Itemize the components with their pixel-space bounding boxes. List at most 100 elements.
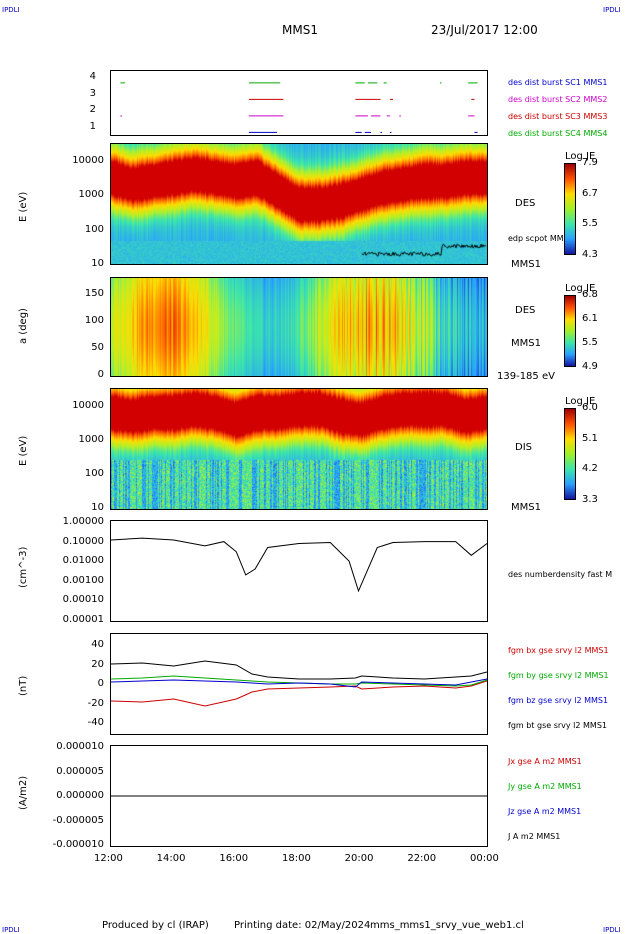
dis-energy-spectrogram bbox=[111, 389, 487, 509]
burst-panel bbox=[110, 70, 488, 136]
density-ytick: 0.00001 bbox=[62, 614, 104, 625]
current-ytick: 0.000005 bbox=[56, 765, 104, 777]
des-energy-colorbar bbox=[564, 163, 576, 255]
des_pitch-cbar-tick: 6.1 bbox=[582, 313, 598, 324]
density-ytick: 1.00000 bbox=[62, 516, 104, 527]
density-ytick: 0.00100 bbox=[62, 574, 104, 586]
fgm-ytick: 20 bbox=[91, 658, 104, 670]
density-ytick: 0.01000 bbox=[62, 555, 104, 567]
des_pitch-cbar-tick: 4.9 bbox=[582, 361, 598, 372]
des_energy-ytick: 10 bbox=[91, 258, 104, 269]
fgm-panel bbox=[110, 633, 488, 735]
burst-ytick: 3 bbox=[89, 87, 96, 99]
density-plot bbox=[111, 537, 487, 593]
current-ytick: 0.000000 bbox=[56, 790, 104, 801]
series-line-0 bbox=[111, 680, 487, 707]
dis_energy-ytick: 100 bbox=[84, 468, 104, 479]
dis-energy-panel bbox=[110, 388, 488, 510]
current-legend: Jx gse A m2 MMS1 Jy gse A m2 MMS1 Jz gse… bbox=[508, 757, 582, 857]
burst-ytick: 4 bbox=[89, 71, 96, 82]
des-pitch-ylabel: a (deg) bbox=[18, 308, 29, 344]
series-line-3 bbox=[111, 660, 487, 680]
des_pitch-ytick: 50 bbox=[91, 342, 104, 353]
dis_energy-ytick: 10000 bbox=[72, 400, 104, 411]
fgm-legend-by: fgm by gse srvy l2 MMS1 bbox=[508, 671, 609, 680]
des-energy-panel bbox=[110, 143, 488, 265]
fgm-legend-bz: fgm bz gse srvy l2 MMS1 bbox=[508, 696, 609, 705]
des-energy-scpot-label: edp scpot MMS1 bbox=[508, 234, 574, 243]
des-pitch-spectrogram bbox=[111, 278, 487, 376]
des-pitch-label: DES bbox=[515, 305, 536, 316]
fgm-legend: fgm bx gse srvy l2 MMS1 fgm by gse srvy … bbox=[508, 646, 609, 746]
series-line-0 bbox=[111, 537, 487, 593]
time-tick: 18:00 bbox=[282, 853, 311, 864]
des-pitch-panel bbox=[110, 277, 488, 377]
current-legend-jz: Jz gse A m2 MMS1 bbox=[508, 807, 582, 816]
time-tick: 20:00 bbox=[344, 853, 374, 864]
corner-label-top-right: IPDLI bbox=[603, 6, 621, 14]
des_energy-cbar-tick: 7.9 bbox=[582, 157, 598, 168]
des_energy-ytick: 1000 bbox=[78, 189, 104, 201]
time-tick: 00:00 bbox=[470, 853, 499, 864]
fgm-ytick: 40 bbox=[91, 639, 104, 650]
dis-energy-label: DIS bbox=[515, 442, 532, 453]
des_pitch-cbar-tick: 6.8 bbox=[582, 289, 598, 300]
des_pitch-ytick: 100 bbox=[84, 315, 104, 326]
des_energy-cbar-tick: 6.7 bbox=[582, 187, 598, 199]
des_pitch-cbar-tick: 5.5 bbox=[582, 337, 598, 348]
current-plot bbox=[111, 795, 487, 797]
burst-plot bbox=[120, 82, 478, 133]
current-legend-jx: Jx gse A m2 MMS1 bbox=[508, 757, 582, 766]
des-pitch-cbar-title: Log JE bbox=[565, 283, 596, 294]
fgm-ytick: -20 bbox=[87, 697, 104, 709]
time-tick: 22:00 bbox=[407, 853, 437, 864]
density-ytick: 0.10000 bbox=[62, 535, 104, 547]
des_energy-cbar-tick: 5.5 bbox=[582, 218, 598, 230]
burst-legend: des dist burst SC1 MMS1 des dist burst S… bbox=[508, 78, 607, 146]
burst-legend-sc2: des dist burst SC2 MMS2 bbox=[508, 95, 608, 104]
fgm-legend-bt: fgm bt gse srvy l2 MMS1 bbox=[508, 721, 607, 730]
des_energy-ytick: 10000 bbox=[72, 155, 104, 166]
des_energy-cbar-tick: 4.3 bbox=[582, 249, 598, 260]
current-ytick: -0.000005 bbox=[52, 814, 104, 826]
des-energy-mms-label: MMS1 bbox=[511, 259, 541, 270]
footer-produced-by: Produced by cl (IRAP) bbox=[102, 920, 209, 931]
burst-legend-sc1: des dist burst SC1 MMS1 bbox=[508, 78, 608, 87]
footer-printing-date: Printing date: 02/May/2024 bbox=[234, 920, 371, 931]
density-panel bbox=[110, 520, 488, 622]
des-pitch-energy-range: 139-185 eV bbox=[497, 371, 555, 382]
des-energy-spectrogram bbox=[111, 144, 487, 264]
des-energy-label: DES bbox=[515, 198, 536, 209]
density-legend: des numberdensity fast M bbox=[508, 570, 613, 579]
time-tick: 14:00 bbox=[156, 853, 186, 864]
mission-title: MMS1 bbox=[282, 23, 318, 37]
dis-energy-cbar-title: Log JE bbox=[565, 396, 596, 407]
time-tick: 16:00 bbox=[219, 853, 249, 864]
des-pitch-colorbar bbox=[564, 295, 576, 367]
dis_energy-cbar-tick: 6.0 bbox=[582, 402, 598, 413]
corner-label-bottom-left: IPDLI bbox=[2, 926, 20, 934]
fgm-legend-bx: fgm bx gse srvy l2 MMS1 bbox=[508, 646, 609, 655]
time-tick: 12:00 bbox=[94, 853, 123, 864]
current-panel bbox=[110, 745, 488, 847]
des-pitch-mms-label: MMS1 bbox=[511, 338, 541, 349]
dis_energy-cbar-tick: 4.2 bbox=[582, 463, 598, 475]
burst-legend-sc3: des dist burst SC3 MMS3 bbox=[508, 112, 608, 121]
current-ytick: 0.000010 bbox=[56, 741, 104, 752]
corner-label-bottom-right: IPDLI bbox=[603, 926, 621, 934]
dis-energy-mms-label: MMS1 bbox=[511, 502, 541, 513]
dis-energy-colorbar bbox=[564, 408, 576, 500]
current-legend-jy: Jy gse A m2 MMS1 bbox=[508, 782, 582, 791]
series-line-2 bbox=[111, 678, 487, 688]
fgm-ytick: 0 bbox=[97, 678, 104, 689]
dis_energy-ytick: 1000 bbox=[78, 434, 104, 445]
des_pitch-ytick: 150 bbox=[84, 288, 104, 299]
burst-legend-sc4: des dist burst SC4 MMS4 bbox=[508, 129, 608, 138]
burst-ytick: 2 bbox=[89, 104, 96, 115]
footer-script-name: mms_mms1_srvy_vue_web1.cl bbox=[370, 920, 524, 931]
dis_energy-cbar-tick: 3.3 bbox=[582, 494, 598, 505]
fgm-plot bbox=[111, 660, 487, 707]
burst-ytick: 1 bbox=[89, 120, 96, 132]
dis_energy-ytick: 10 bbox=[91, 502, 104, 513]
current-ytick: -0.000010 bbox=[52, 839, 104, 850]
